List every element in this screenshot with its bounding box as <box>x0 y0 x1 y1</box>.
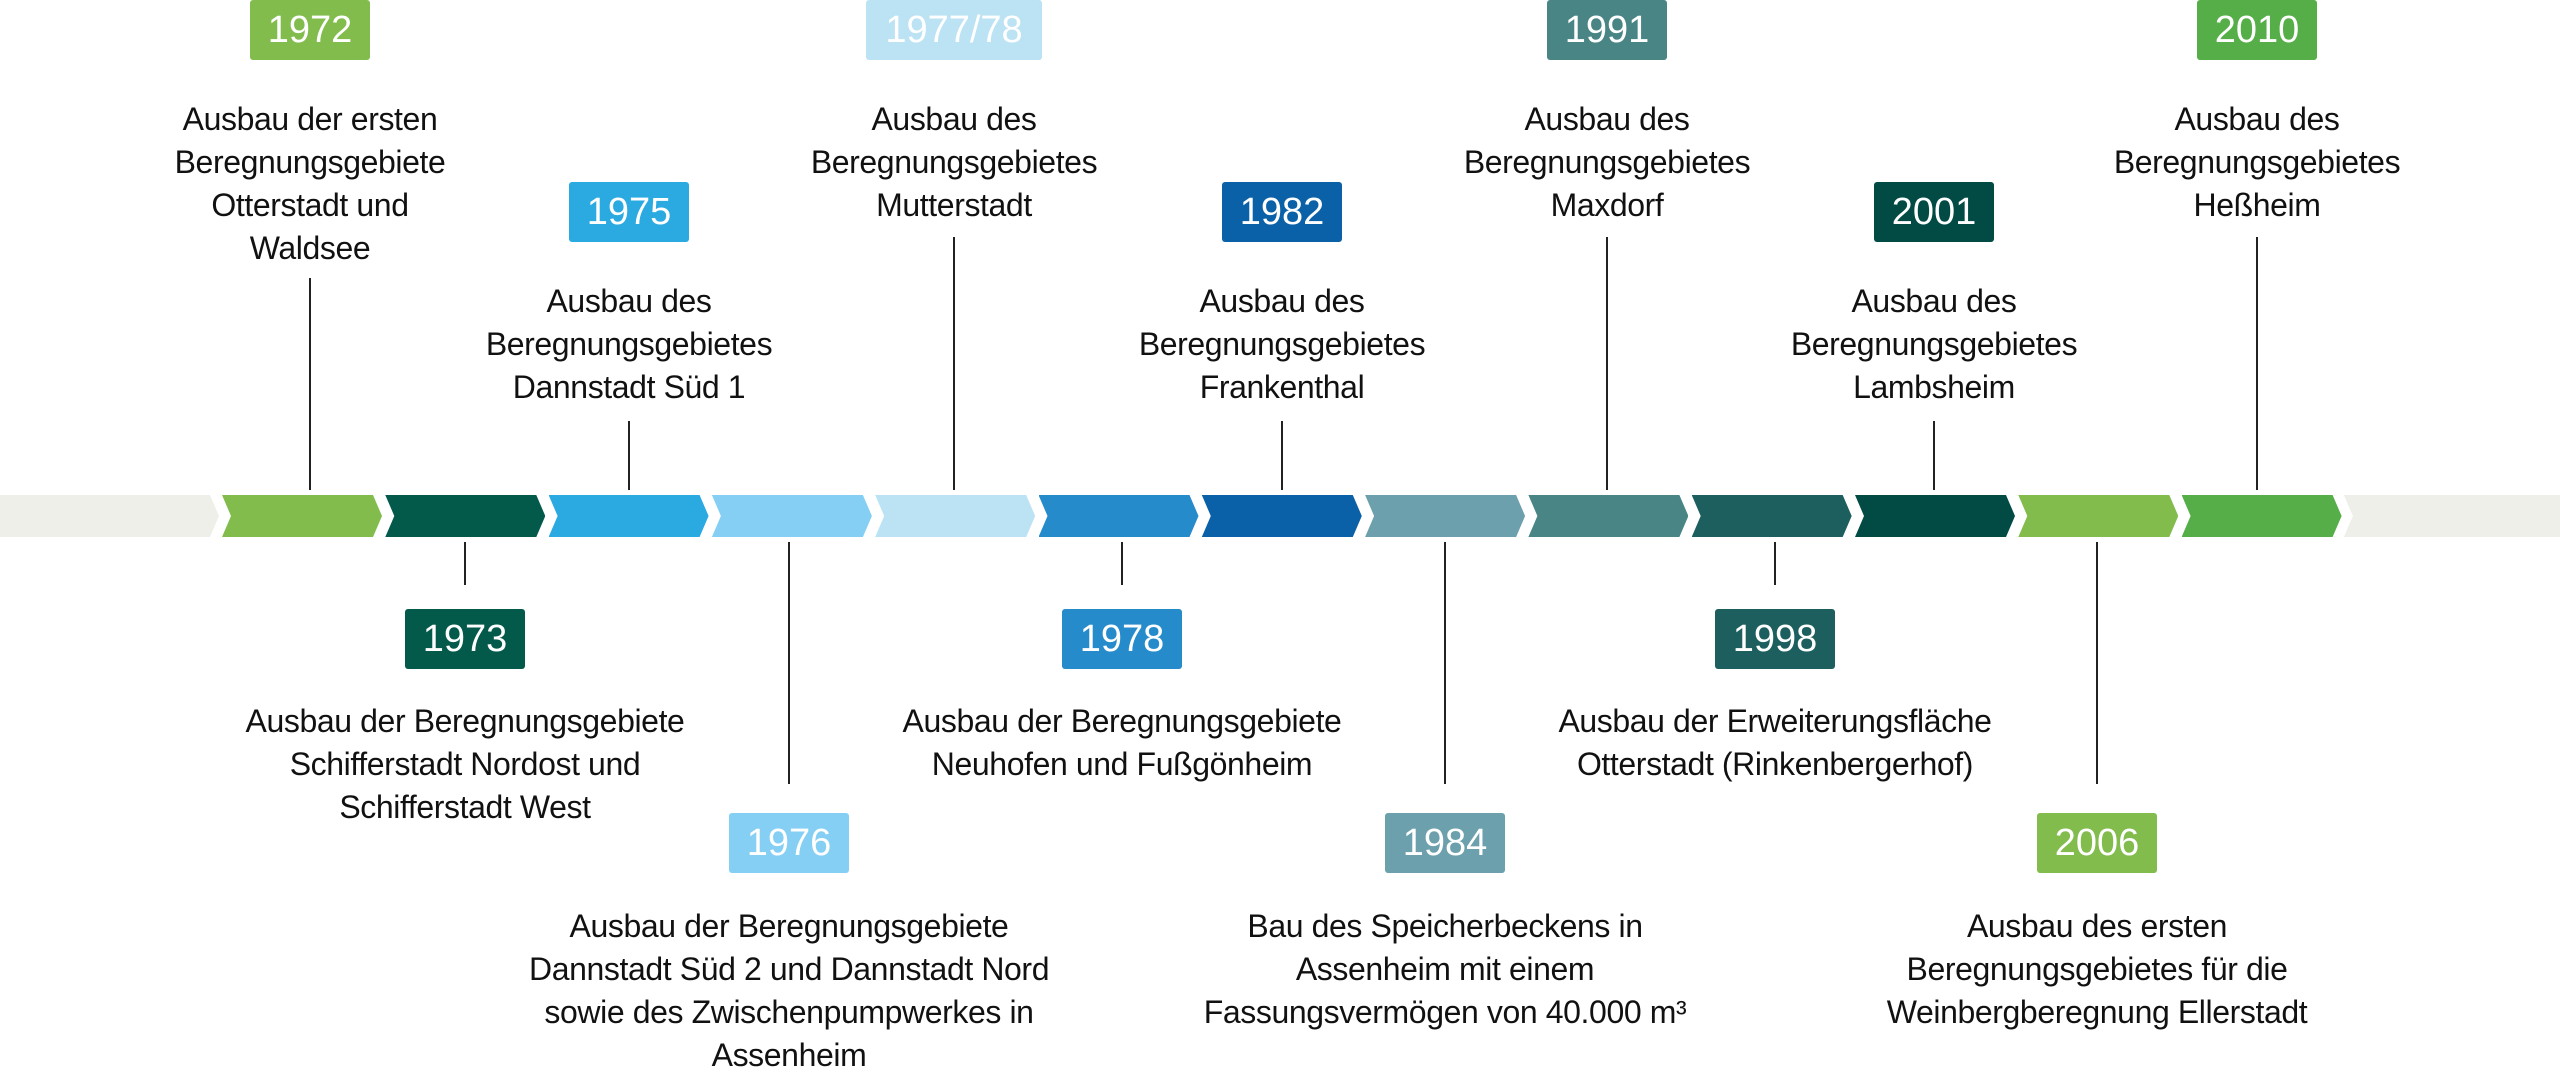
timeline-segment <box>2182 495 2342 537</box>
connector-line <box>1606 237 1608 490</box>
event-description: Ausbau der Beregnungsgebiete Neuhofen un… <box>902 703 1342 782</box>
connector-line <box>309 278 311 490</box>
event-description: Ausbau des Beregnungsgebietes Frankentha… <box>1138 283 1426 405</box>
year-badge: 2001 <box>1874 182 1994 242</box>
year-badge: 1976 <box>729 813 849 873</box>
year-badge: 2006 <box>2037 813 2157 873</box>
timeline-segment <box>1692 495 1852 537</box>
timeline-segment <box>222 495 382 537</box>
event-description: Ausbau der ersten Beregnungsgebiete Otte… <box>174 101 446 266</box>
connector-line <box>1774 542 1776 585</box>
timeline-segment <box>1855 495 2015 537</box>
timeline-segment <box>2018 495 2178 537</box>
year-badge: 2010 <box>2197 0 2317 60</box>
year-badge: 1991 <box>1547 0 1667 60</box>
track-right <box>2343 495 2560 537</box>
event-description: Ausbau der Beregnungsgebiete Schiffersta… <box>245 703 685 825</box>
year-badge: 1977/78 <box>866 0 1042 60</box>
connector-line <box>2096 542 2098 784</box>
event-description: Ausbau des Beregnungsgebietes Heßheim <box>2113 101 2401 223</box>
connector-line <box>464 542 466 585</box>
timeline-segment <box>1365 495 1525 537</box>
timeline-segment <box>385 495 545 537</box>
connector-line <box>1281 421 1283 490</box>
event-description: Ausbau des Beregnungsgebietes Maxdorf <box>1463 101 1751 223</box>
year-badge: 1973 <box>405 609 525 669</box>
timeline-segment <box>712 495 872 537</box>
connector-line <box>628 421 630 490</box>
timeline-segment <box>1528 495 1688 537</box>
year-badge: 1998 <box>1715 609 1835 669</box>
event-description: Ausbau der Erweiterungsfläche Otterstadt… <box>1558 703 1992 782</box>
event-description: Ausbau der Beregnungsgebiete Dannstadt S… <box>529 908 1050 1073</box>
connector-line <box>1444 542 1446 784</box>
connector-line <box>788 542 790 784</box>
connector-line <box>2256 237 2258 490</box>
connector-line <box>953 237 955 490</box>
year-badge: 1972 <box>250 0 370 60</box>
timeline-segment <box>1202 495 1362 537</box>
event-description: Bau des Speicherbeckens in Assenheim mit… <box>1203 908 1687 1030</box>
event-description: Ausbau des Beregnungsgebietes Lambsheim <box>1790 283 2078 405</box>
event-description: Ausbau des Beregnungsgebietes Dannstadt … <box>485 283 773 405</box>
timeline-segment <box>1039 495 1199 537</box>
connector-line <box>1121 542 1123 585</box>
track-left <box>0 495 219 537</box>
timeline-segment <box>549 495 709 537</box>
timeline-segment <box>875 495 1035 537</box>
year-badge: 1978 <box>1062 609 1182 669</box>
year-badge: 1982 <box>1222 182 1342 242</box>
year-badge: 1984 <box>1385 813 1505 873</box>
event-description: Ausbau des Beregnungsgebietes Mutterstad… <box>810 101 1098 223</box>
year-badge: 1975 <box>569 182 689 242</box>
connector-line <box>1933 421 1935 490</box>
event-description: Ausbau des ersten Beregnungsgebietes für… <box>1886 908 2308 1030</box>
